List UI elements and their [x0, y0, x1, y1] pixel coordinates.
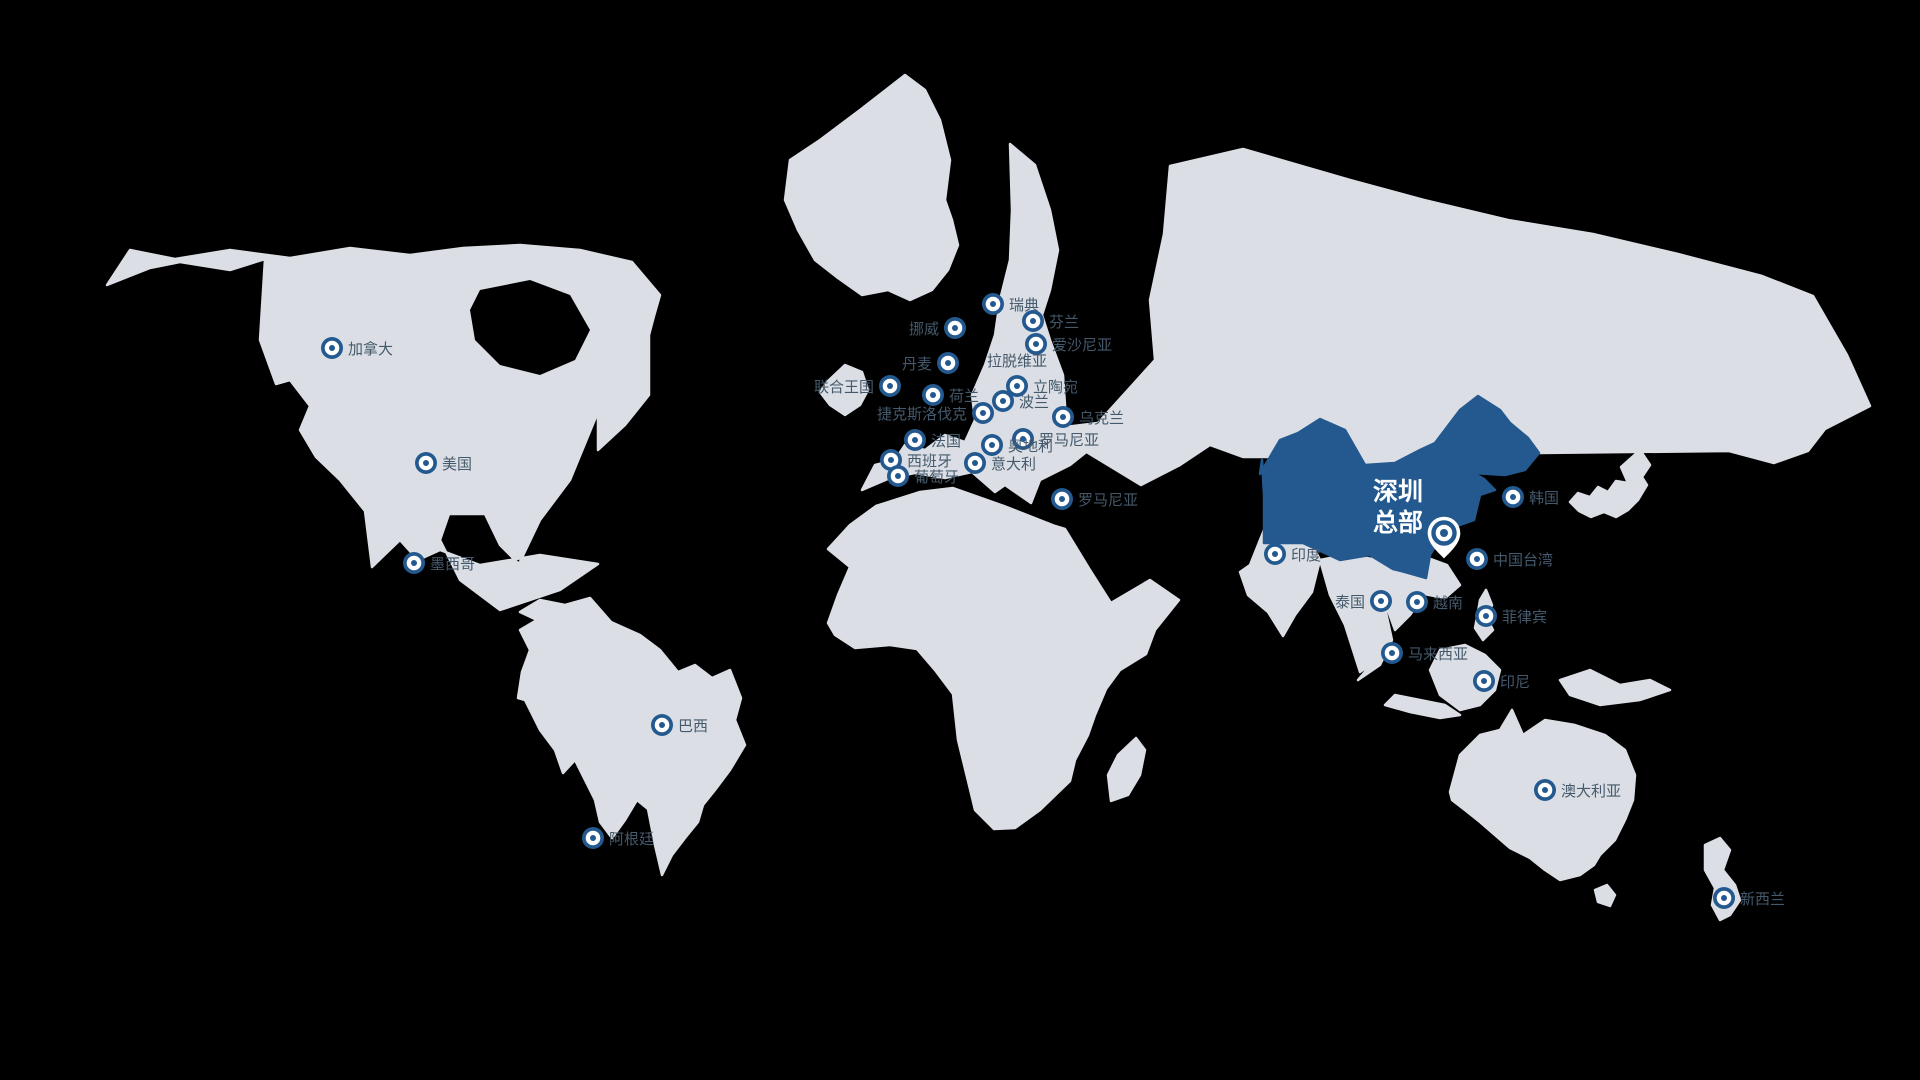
- svg-text:荷兰: 荷兰: [949, 388, 979, 405]
- svg-text:葡萄牙: 葡萄牙: [914, 469, 959, 486]
- svg-text:波兰: 波兰: [1019, 394, 1049, 411]
- svg-text:墨西哥: 墨西哥: [430, 556, 475, 573]
- svg-text:马来西亚: 马来西亚: [1408, 646, 1468, 663]
- svg-text:巴西: 巴西: [678, 718, 708, 735]
- svg-text:澳大利亚: 澳大利亚: [1561, 783, 1621, 800]
- svg-text:加拿大: 加拿大: [348, 340, 393, 358]
- svg-text:阿根廷: 阿根廷: [609, 831, 654, 848]
- svg-text:奥地利: 奥地利: [1008, 438, 1053, 455]
- svg-text:印度: 印度: [1291, 547, 1321, 564]
- svg-text:罗马尼亚: 罗马尼亚: [1078, 492, 1138, 509]
- svg-text:美国: 美国: [442, 456, 472, 473]
- svg-text:捷克斯洛伐克: 捷克斯洛伐克: [877, 406, 967, 423]
- svg-text:丹麦: 丹麦: [902, 356, 932, 373]
- svg-text:爱沙尼亚: 爱沙尼亚: [1052, 337, 1112, 354]
- svg-text:新西兰: 新西兰: [1740, 891, 1785, 908]
- svg-text:深圳: 深圳: [1373, 478, 1423, 506]
- svg-text:挪威: 挪威: [909, 321, 939, 338]
- svg-text:西班牙: 西班牙: [907, 453, 952, 470]
- svg-text:拉脱维亚: 拉脱维亚: [987, 353, 1047, 370]
- svg-text:越南: 越南: [1433, 595, 1463, 612]
- svg-text:中国台湾: 中国台湾: [1493, 552, 1553, 569]
- svg-text:联合王国: 联合王国: [814, 379, 874, 396]
- svg-text:总部: 总部: [1373, 508, 1423, 537]
- svg-text:菲律宾: 菲律宾: [1502, 609, 1547, 626]
- svg-text:韩国: 韩国: [1529, 490, 1559, 507]
- svg-text:法国: 法国: [931, 433, 961, 450]
- svg-text:芬兰: 芬兰: [1049, 314, 1079, 331]
- svg-text:泰国: 泰国: [1335, 594, 1365, 611]
- svg-text:乌克兰: 乌克兰: [1079, 410, 1124, 427]
- svg-text:印尼: 印尼: [1500, 674, 1530, 691]
- svg-text:意大利: 意大利: [991, 455, 1036, 473]
